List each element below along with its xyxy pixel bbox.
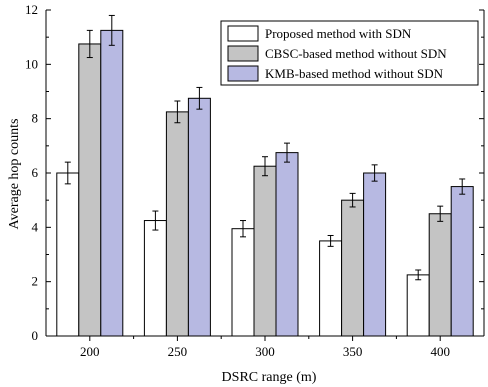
x-axis-label: DSRC range (m) [222, 370, 317, 385]
y-tick-label-4: 4 [32, 219, 39, 234]
x-tick-label-400: 400 [430, 344, 450, 359]
bar-1-200 [56, 172, 80, 337]
y-tick-label-10: 10 [25, 56, 38, 71]
bar-3-350 [363, 172, 387, 337]
bar-2-300 [253, 165, 277, 337]
legend-label-kmb: KMB-based method without SDN [265, 66, 444, 81]
bar-2-250 [165, 111, 189, 337]
x-tick-label-200: 200 [80, 344, 100, 359]
bar-1-300 [231, 228, 255, 337]
x-tick-label-250: 250 [168, 344, 188, 359]
bar-3-250 [187, 97, 211, 337]
bar-2-200 [78, 43, 102, 337]
bar-3-400 [450, 186, 474, 337]
legend-swatch-kmb [227, 65, 259, 82]
y-axis-label: Average hop counts [7, 119, 22, 230]
legend-box [220, 20, 479, 86]
legend-label-proposed: Proposed method with SDN [265, 26, 412, 41]
bar-2-400 [428, 213, 452, 337]
axes-layer [45, 9, 485, 341]
legend-swatch-cbsc [227, 45, 259, 62]
tick-labels-layer: 0 2 4 6 8 10 12 200 250 300 350 400 [25, 2, 450, 359]
y-tick-label-0: 0 [32, 328, 39, 343]
bar-1-400 [406, 274, 430, 337]
bar-3-300 [275, 152, 299, 337]
bars-layer [56, 29, 474, 337]
error-bars-layer [64, 14, 466, 281]
bar-3-200 [100, 29, 124, 337]
y-tick-label-6: 6 [32, 165, 39, 180]
bar-2-350 [341, 199, 365, 337]
legend-label-cbsc: CBSC-based method without SDN [265, 46, 447, 61]
x-tick-label-350: 350 [343, 344, 363, 359]
y-tick-label-2: 2 [32, 274, 39, 289]
y-tick-label-12: 12 [25, 2, 38, 17]
y-tick-label-8: 8 [32, 111, 39, 126]
legend: Proposed method with SDN CBSC-based meth… [220, 20, 479, 86]
bar-1-350 [319, 240, 343, 337]
x-tick-label-300: 300 [255, 344, 275, 359]
bar-1-250 [143, 220, 167, 337]
legend-swatch-proposed [227, 25, 259, 42]
